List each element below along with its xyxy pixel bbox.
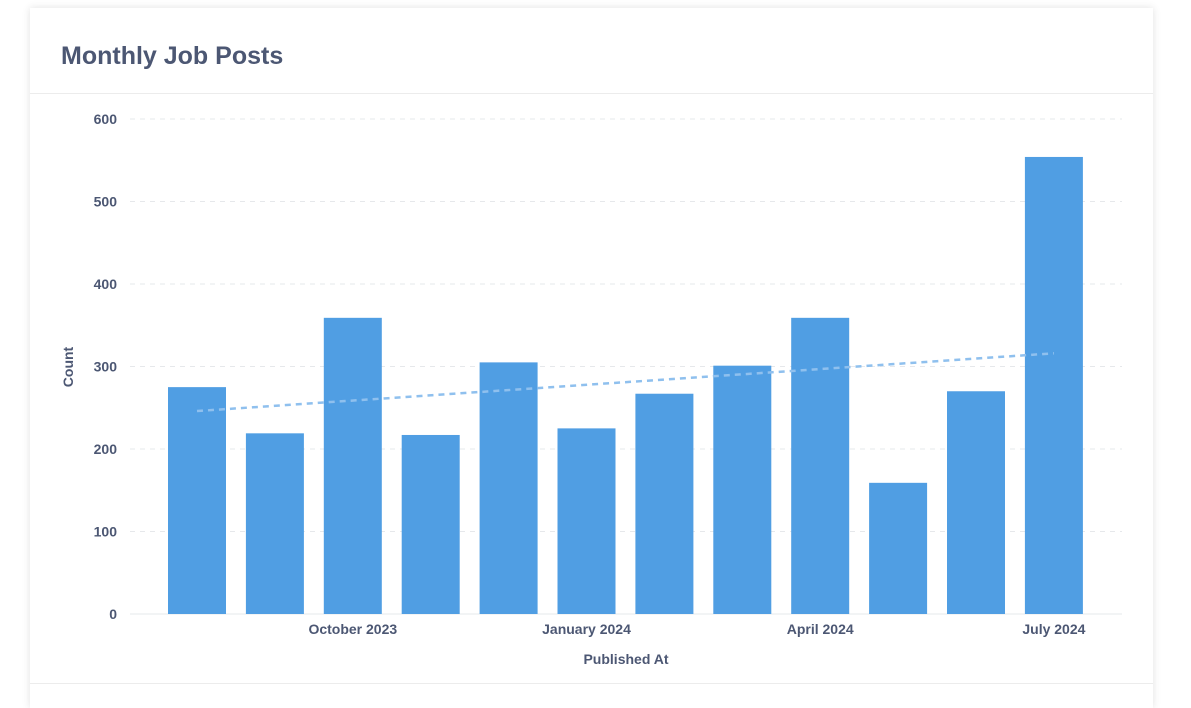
header-divider bbox=[30, 93, 1153, 94]
y-tick-label: 100 bbox=[94, 524, 118, 540]
y-axis-title: Count bbox=[60, 346, 76, 387]
footer-divider bbox=[30, 683, 1153, 684]
y-tick-label: 400 bbox=[94, 276, 118, 292]
y-tick-label: 500 bbox=[94, 194, 118, 210]
bar-march-2024[interactable] bbox=[713, 365, 772, 614]
y-tick-label: 0 bbox=[109, 606, 117, 622]
x-tick-label: April 2024 bbox=[787, 621, 854, 637]
y-tick-label: 200 bbox=[94, 441, 118, 457]
x-tick-label: January 2024 bbox=[542, 621, 631, 637]
bar-chart: 0 100 200 300 400 500 600 October 2023 January 2… bbox=[60, 111, 1122, 667]
x-tick-label: July 2024 bbox=[1022, 621, 1085, 637]
bar-september-2023[interactable] bbox=[245, 433, 304, 614]
card-title[interactable]: Monthly Job Posts bbox=[61, 42, 284, 70]
y-tick-label: 300 bbox=[94, 359, 118, 375]
bar-december-2023[interactable] bbox=[479, 362, 538, 614]
bar-july-2024[interactable] bbox=[1024, 156, 1083, 614]
y-tick-label: 600 bbox=[94, 111, 118, 127]
trend-line bbox=[196, 352, 1054, 413]
x-axis-title: Published At bbox=[583, 651, 668, 667]
bar-january-2024[interactable] bbox=[557, 428, 616, 614]
bar-october-2023[interactable] bbox=[323, 317, 382, 614]
bar-may-2024[interactable] bbox=[869, 482, 928, 614]
bar-february-2024[interactable] bbox=[635, 393, 694, 614]
bar-august-2023[interactable] bbox=[168, 387, 226, 614]
x-tick-label: October 2023 bbox=[308, 621, 397, 637]
bar-june-2024[interactable] bbox=[947, 391, 1005, 614]
bar-april-2024[interactable] bbox=[791, 317, 850, 614]
bar-november-2023[interactable] bbox=[401, 434, 460, 614]
